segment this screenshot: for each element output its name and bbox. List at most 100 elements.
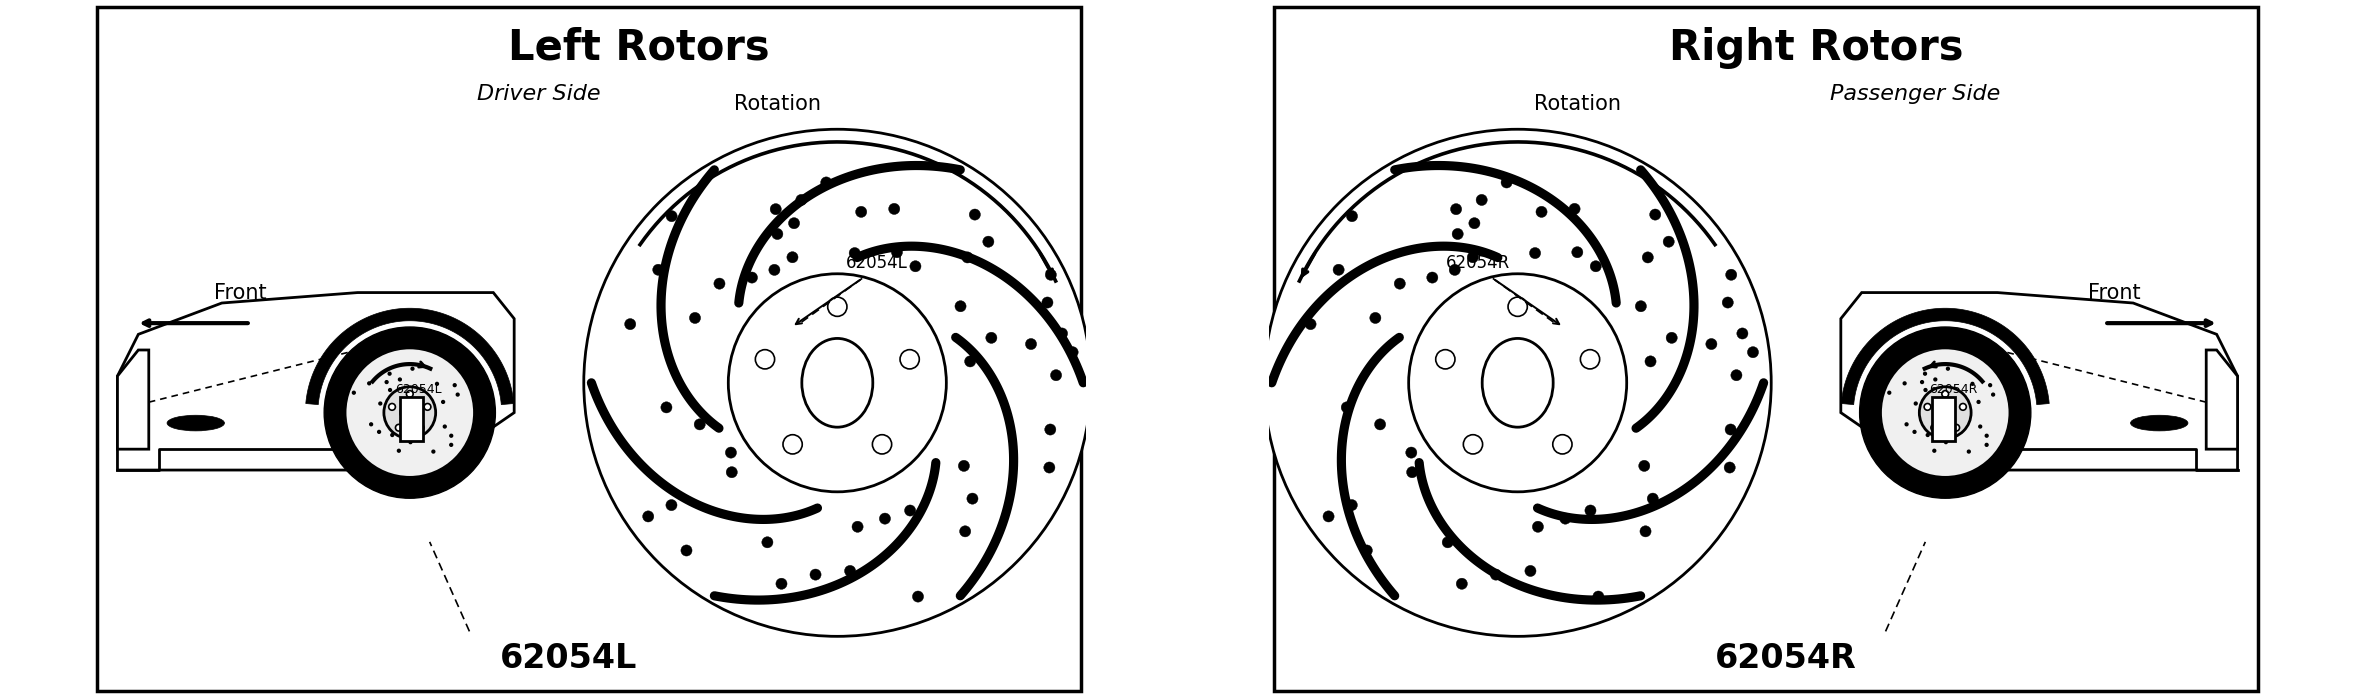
- Circle shape: [770, 204, 782, 215]
- Circle shape: [1406, 447, 1418, 458]
- Circle shape: [1057, 328, 1067, 339]
- Circle shape: [1448, 264, 1460, 276]
- Circle shape: [810, 569, 822, 580]
- Text: Driver Side: Driver Side: [478, 84, 601, 104]
- Circle shape: [775, 578, 787, 590]
- Circle shape: [443, 425, 445, 428]
- Ellipse shape: [801, 338, 874, 427]
- Circle shape: [377, 430, 382, 434]
- Circle shape: [1552, 435, 1573, 454]
- Text: Front: Front: [2089, 283, 2141, 303]
- Polygon shape: [1842, 292, 2237, 470]
- Polygon shape: [1842, 308, 2049, 404]
- Circle shape: [417, 425, 424, 431]
- Polygon shape: [118, 292, 513, 470]
- Circle shape: [1978, 425, 1981, 428]
- Text: Left Rotors: Left Rotors: [509, 26, 770, 69]
- Text: Rotation: Rotation: [735, 95, 822, 114]
- Circle shape: [747, 272, 758, 283]
- Circle shape: [1971, 382, 1973, 386]
- Circle shape: [1592, 591, 1604, 602]
- Circle shape: [1919, 387, 1971, 438]
- Circle shape: [904, 505, 916, 516]
- Circle shape: [1455, 578, 1467, 590]
- Circle shape: [987, 332, 996, 343]
- Circle shape: [782, 435, 803, 454]
- Circle shape: [1945, 441, 1948, 443]
- Circle shape: [1639, 525, 1651, 537]
- Circle shape: [1571, 246, 1583, 258]
- Circle shape: [662, 402, 671, 413]
- Bar: [1931, 397, 1955, 441]
- Bar: [400, 397, 424, 441]
- Circle shape: [1722, 297, 1733, 308]
- Circle shape: [1491, 569, 1502, 580]
- Circle shape: [450, 443, 452, 446]
- Circle shape: [1568, 203, 1580, 214]
- Circle shape: [958, 460, 970, 471]
- Circle shape: [1535, 206, 1547, 217]
- Circle shape: [871, 435, 893, 454]
- Circle shape: [457, 393, 459, 396]
- Ellipse shape: [1481, 338, 1554, 427]
- Circle shape: [1933, 450, 1936, 452]
- Circle shape: [1533, 521, 1543, 532]
- Circle shape: [1361, 545, 1373, 556]
- Circle shape: [1952, 425, 1959, 431]
- Circle shape: [584, 129, 1090, 636]
- Circle shape: [643, 511, 655, 522]
- Circle shape: [1889, 391, 1891, 394]
- Circle shape: [1347, 500, 1356, 511]
- Circle shape: [389, 388, 391, 391]
- Circle shape: [966, 356, 975, 367]
- Circle shape: [714, 278, 725, 290]
- Circle shape: [1526, 565, 1535, 576]
- Circle shape: [407, 390, 412, 397]
- Text: Front: Front: [214, 283, 266, 303]
- Circle shape: [1590, 261, 1601, 272]
- Circle shape: [789, 218, 801, 229]
- Circle shape: [911, 591, 923, 602]
- Circle shape: [1985, 434, 1988, 437]
- Circle shape: [1646, 493, 1658, 504]
- Circle shape: [1470, 218, 1479, 229]
- Circle shape: [1912, 430, 1917, 434]
- Circle shape: [1441, 537, 1453, 548]
- Circle shape: [772, 228, 782, 239]
- Text: 62054L: 62054L: [396, 383, 440, 396]
- Circle shape: [379, 402, 382, 405]
- Circle shape: [410, 441, 412, 443]
- Circle shape: [666, 211, 678, 222]
- Circle shape: [346, 348, 473, 477]
- Circle shape: [909, 261, 921, 272]
- Polygon shape: [118, 350, 148, 449]
- Circle shape: [888, 203, 900, 214]
- Circle shape: [436, 382, 438, 386]
- Circle shape: [827, 297, 848, 317]
- Circle shape: [389, 372, 391, 375]
- Circle shape: [954, 301, 966, 312]
- Circle shape: [1453, 228, 1462, 239]
- Circle shape: [396, 425, 403, 431]
- Ellipse shape: [2131, 416, 2188, 431]
- Circle shape: [450, 434, 452, 437]
- Circle shape: [1342, 402, 1352, 413]
- Circle shape: [1394, 278, 1406, 290]
- Circle shape: [1726, 269, 1736, 280]
- Circle shape: [1347, 211, 1356, 222]
- Circle shape: [787, 252, 798, 263]
- Circle shape: [1046, 424, 1055, 435]
- Circle shape: [845, 565, 855, 576]
- Circle shape: [1931, 425, 1938, 431]
- Circle shape: [1634, 301, 1646, 312]
- Circle shape: [1467, 252, 1479, 263]
- Circle shape: [756, 349, 775, 369]
- Circle shape: [400, 404, 419, 422]
- Circle shape: [652, 264, 664, 276]
- Circle shape: [1915, 402, 1917, 405]
- Circle shape: [968, 493, 977, 504]
- Circle shape: [1500, 177, 1512, 188]
- Circle shape: [403, 436, 405, 440]
- Circle shape: [1978, 400, 1981, 404]
- Ellipse shape: [167, 416, 224, 431]
